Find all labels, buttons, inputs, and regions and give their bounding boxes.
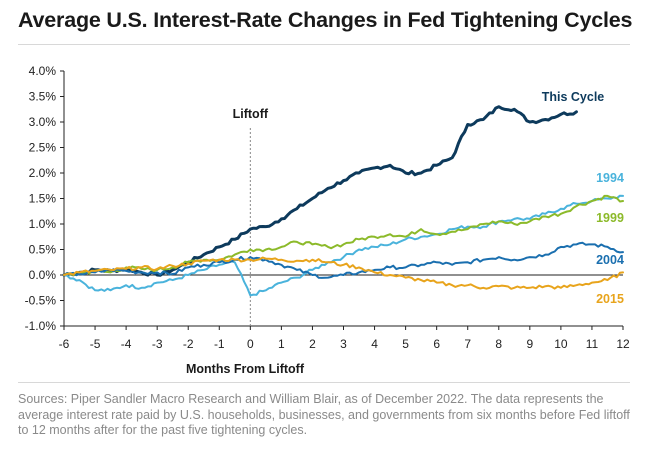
y-tick-label: -1.0% <box>25 319 57 333</box>
series-labels: This Cycle 1994 1999 2004 2015 <box>542 90 624 306</box>
y-tick-label: 2.5% <box>29 141 57 155</box>
series-line-this-cycle <box>62 105 578 277</box>
series-group <box>62 105 624 297</box>
x-tick-label: -4 <box>121 337 132 351</box>
x-tick-label: 3 <box>340 337 347 351</box>
x-tick-label: -5 <box>90 337 101 351</box>
y-tick-label: 0.5% <box>29 243 57 257</box>
series-line-2015 <box>63 256 624 290</box>
title-divider <box>18 44 630 45</box>
x-tick-label: 4 <box>371 337 378 351</box>
x-tick-label: -2 <box>183 337 194 351</box>
series-label-2004: 2004 <box>596 253 624 267</box>
y-tick-label: -0.5% <box>25 294 57 308</box>
y-tick-label: 1.0% <box>29 217 57 231</box>
series-line-1999 <box>63 194 624 276</box>
liftoff-annotation: Liftoff <box>233 107 269 121</box>
line-chart: -1.0% -0.5% 0.0% 0.5% 1.0% 1.5% 2.0% 2.5% 3.0% 3.… <box>25 64 630 376</box>
x-tick-label: 1 <box>278 337 285 351</box>
x-tick-label: 9 <box>526 337 533 351</box>
y-tick-label: 1.5% <box>29 192 57 206</box>
x-tick-label: 2 <box>309 337 316 351</box>
x-tick-label: -3 <box>152 337 163 351</box>
x-axis: -6 -5 -4 -3 -2 -1 0 1 2 3 4 5 6 7 8 9 10 11 12 <box>59 325 630 351</box>
y-tick-label: 2.0% <box>29 166 57 180</box>
source-divider <box>18 382 630 383</box>
y-tick-label: 3.0% <box>29 115 57 129</box>
y-tick-label: 0.0% <box>29 268 57 282</box>
series-label-2015: 2015 <box>596 292 624 306</box>
x-axis-title: Months From Liftoff <box>186 362 305 376</box>
x-tick-label: -1 <box>214 337 225 351</box>
series-label-1994: 1994 <box>596 171 624 185</box>
x-tick-label: 11 <box>586 337 599 351</box>
x-tick-label: 0 <box>247 337 254 351</box>
x-tick-label: -6 <box>59 337 70 351</box>
x-tick-label: 12 <box>616 337 630 351</box>
x-tick-label: 6 <box>433 337 440 351</box>
y-axis: -1.0% -0.5% 0.0% 0.5% 1.0% 1.5% 2.0% 2.5% 3.0% 3.… <box>25 64 65 333</box>
series-label-this-cycle: This Cycle <box>542 90 605 104</box>
series-line-1994 <box>63 194 624 297</box>
series-label-1999: 1999 <box>596 211 624 225</box>
y-tick-label: 4.0% <box>29 64 57 78</box>
x-tick-label: 7 <box>464 337 471 351</box>
series-line-2004 <box>63 241 624 279</box>
x-tick-label: 5 <box>402 337 409 351</box>
x-tick-label: 10 <box>554 337 568 351</box>
chart-title: Average U.S. Interest-Rate Changes in Fe… <box>18 8 633 32</box>
x-tick-label: 8 <box>495 337 502 351</box>
source-note: Sources: Piper Sandler Macro Research an… <box>18 392 630 437</box>
y-tick-label: 3.5% <box>29 90 57 104</box>
